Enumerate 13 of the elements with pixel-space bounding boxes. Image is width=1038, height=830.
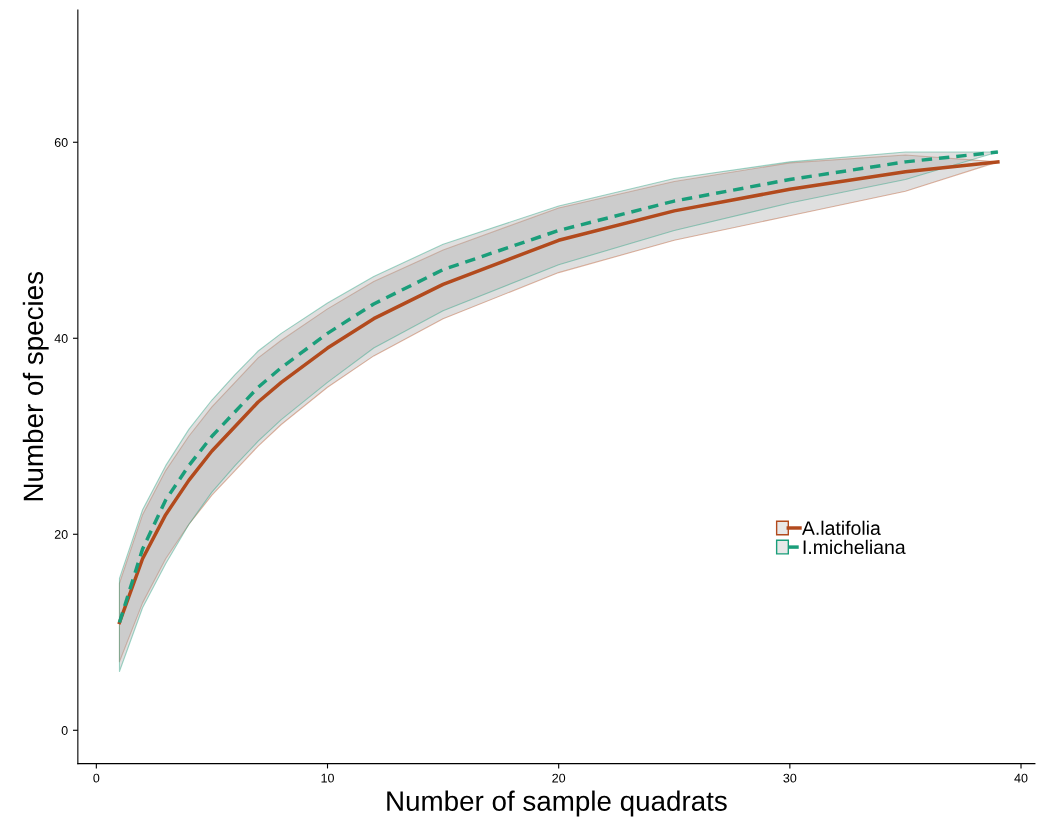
- legend-label: A.latifolia: [801, 520, 881, 535]
- y-tick-label: 20: [54, 530, 68, 539]
- x-tick-label: 10: [321, 773, 334, 783]
- x-tick-label: 30: [783, 773, 797, 783]
- x-tick-label: 40: [1014, 773, 1028, 783]
- legend-label: I.micheliana: [803, 539, 906, 555]
- x-axis-title: Number of sample quadrats: [387, 790, 727, 817]
- y-tick-label: 60: [54, 138, 68, 147]
- y-tick-label: 0: [61, 726, 68, 735]
- y-axis-title: Number of species: [22, 271, 49, 501]
- x-tick-label: 20: [552, 773, 566, 783]
- y-tick-label: 40: [54, 334, 68, 343]
- x-tick-label: 0: [93, 773, 100, 783]
